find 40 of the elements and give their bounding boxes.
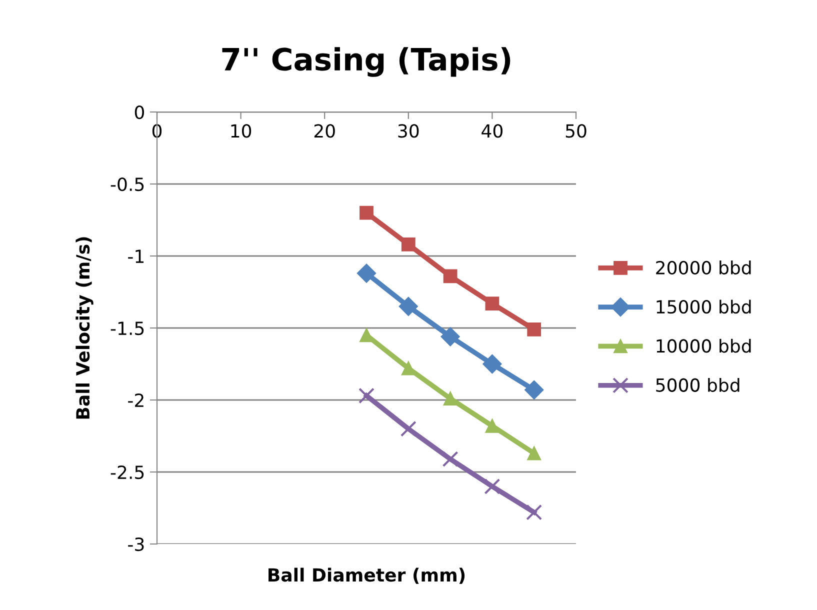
point	[356, 264, 376, 283]
y-axis-title: Ball Velocity (m/s)	[76, 237, 94, 419]
y-tick-label: 0	[134, 105, 144, 120]
x-axis-title: Ball Diameter (mm)	[268, 568, 465, 584]
point	[485, 418, 500, 433]
y-tick-label: -3	[128, 537, 144, 552]
point	[484, 478, 500, 494]
y-tick-label: -0.5	[110, 177, 144, 192]
legend-label: 5000 bbd	[656, 378, 740, 392]
point	[443, 269, 458, 284]
legend-label: 10000 bbd	[656, 338, 751, 353]
point	[526, 504, 542, 520]
point	[401, 238, 416, 252]
x-tick-label: 20	[314, 124, 335, 138]
chart-title: 7'' Casing (Tapis)	[222, 47, 510, 77]
x-tick-label: 50	[566, 124, 586, 138]
point	[443, 392, 458, 406]
legend-label: 20000 bbd	[656, 260, 751, 275]
point	[442, 451, 458, 468]
x-tick-label: 10	[231, 124, 252, 138]
point	[485, 296, 500, 310]
point	[482, 354, 502, 374]
point	[527, 446, 542, 460]
x-tick-label: 40	[482, 124, 502, 138]
point	[440, 327, 460, 346]
point	[360, 206, 374, 220]
point	[360, 328, 374, 342]
y-tick-label: -2.5	[110, 465, 144, 480]
point	[400, 420, 416, 437]
y-tick-label: -1.5	[110, 322, 144, 336]
y-tick-label: -2	[128, 393, 144, 407]
x-tick-label: 0	[152, 124, 162, 138]
point	[401, 361, 416, 376]
x-tick-label: 30	[398, 124, 419, 138]
point	[358, 388, 374, 404]
point	[527, 322, 542, 336]
point	[524, 380, 544, 400]
legend-label: 15000 bbd	[656, 300, 751, 314]
y-tick-label: -1	[128, 250, 144, 263]
point	[398, 296, 418, 316]
